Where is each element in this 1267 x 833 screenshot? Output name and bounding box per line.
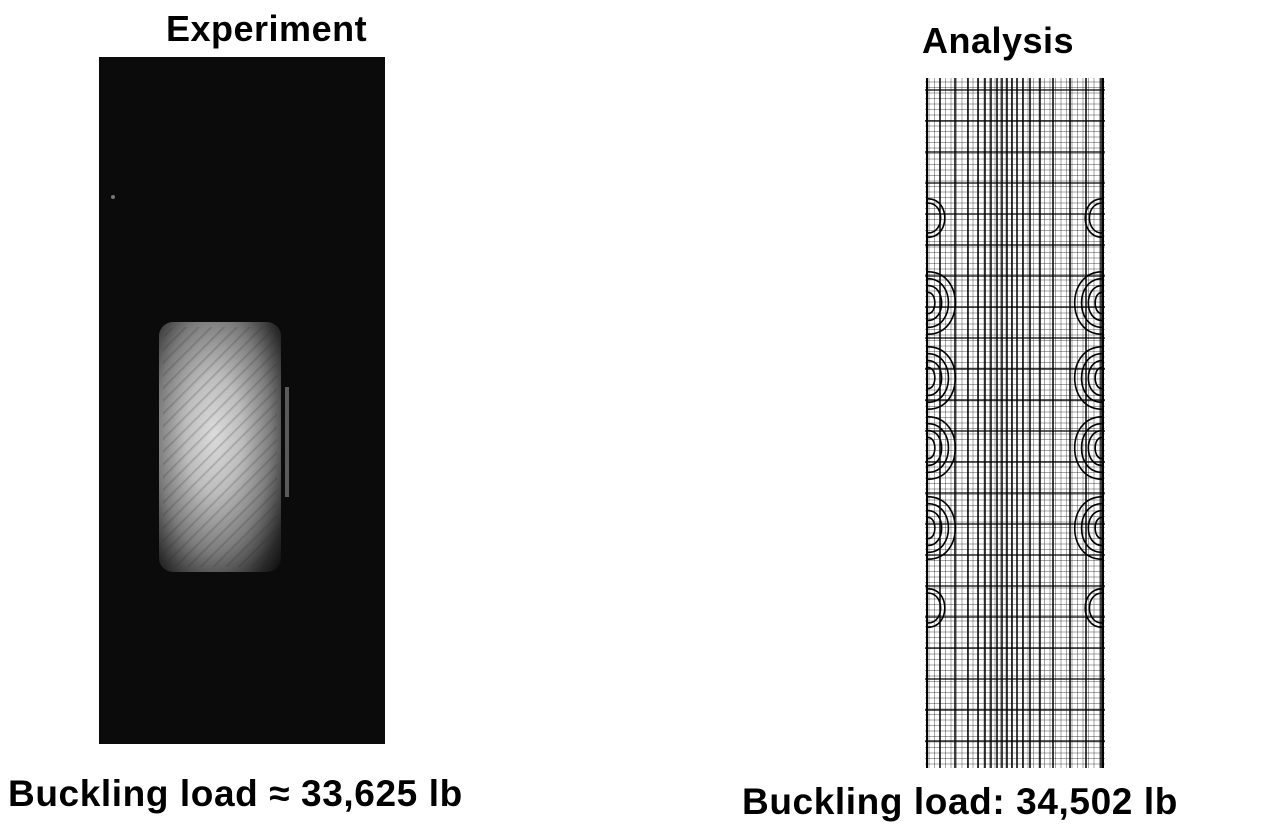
buckle-contour (927, 429, 943, 467)
buckle-contour (1087, 284, 1103, 322)
moire-fringes (163, 327, 277, 567)
buckle-contour (927, 516, 936, 540)
buckle-contour (927, 366, 936, 390)
buckle-contour (927, 198, 946, 238)
analysis-title: Analysis (922, 20, 1075, 61)
buckle-contour (927, 436, 936, 460)
buckle-contour (1080, 502, 1103, 554)
buckle-contour (927, 352, 950, 404)
buckle-contour (1088, 592, 1103, 624)
buckle-contour (927, 291, 936, 315)
analysis-mesh (925, 78, 1105, 768)
buckle-contour (927, 502, 950, 554)
buckle-contour (1080, 352, 1103, 404)
analysis-caption: Buckling load: 34,502 lb (742, 781, 1178, 822)
buckle-contour (1073, 346, 1103, 410)
buckle-contour (927, 509, 943, 547)
buckle-contour (927, 592, 942, 624)
buckle-contour (1087, 509, 1103, 547)
experiment-caption: Buckling load ≈ 33,625 lb (8, 773, 463, 814)
buckle-contour (1088, 202, 1103, 234)
buckle-contours (927, 198, 1103, 628)
experiment-photo (99, 57, 385, 744)
buckle-contour (1073, 271, 1103, 335)
buckle-contour (927, 588, 946, 628)
buckle-contour (927, 284, 943, 322)
stiffener-edge (285, 387, 289, 497)
buckle-contour (927, 277, 950, 329)
buckle-contour (927, 346, 957, 410)
buckle-contour (1080, 277, 1103, 329)
experiment-title: Experiment (166, 8, 368, 49)
buckle-contour (1094, 366, 1103, 390)
buckle-contour (927, 416, 957, 480)
buckle-contour (927, 271, 957, 335)
mesh-grid (925, 78, 1105, 768)
photo-speck (111, 195, 115, 199)
buckle-contour (1080, 422, 1103, 474)
buckle-contour (1094, 516, 1103, 540)
buckle-contour (927, 359, 943, 397)
buckle-contour (1073, 496, 1103, 560)
buckle-contour (1087, 359, 1103, 397)
buckle-contour (1073, 416, 1103, 480)
buckle-contour (1084, 198, 1103, 238)
buckle-contour (1094, 291, 1103, 315)
buckle-contour (927, 202, 942, 234)
buckle-contour (927, 422, 950, 474)
buckle-pattern-glow (159, 322, 281, 572)
buckle-contour (927, 496, 957, 560)
buckle-contour (1084, 588, 1103, 628)
buckle-contour (1094, 436, 1103, 460)
buckle-contour (1087, 429, 1103, 467)
